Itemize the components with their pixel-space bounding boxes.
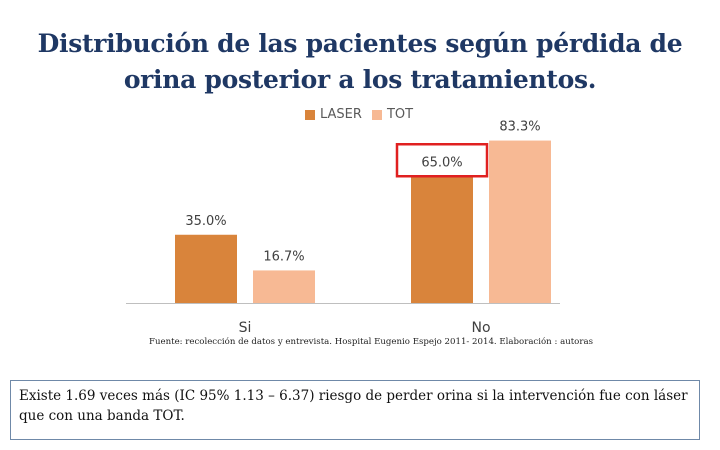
source-caption: Fuente: recolección de datos y entrevist…	[149, 337, 593, 347]
legend: LASER TOT	[305, 107, 413, 122]
legend-item-laser: LASER	[305, 107, 362, 122]
conclusion-note: Existe 1.69 veces más (IC 95% 1.13 – 6.3…	[10, 380, 700, 440]
bar-tot-no	[489, 140, 551, 303]
data-label-tot-si: 16.7%	[263, 249, 304, 264]
data-label-laser-no: 65.0%	[421, 155, 462, 170]
legend-item-tot: TOT	[371, 107, 414, 122]
bar-chart: 35.0% 16.7% Si 65.0% 83.3% No	[126, 120, 560, 336]
legend-swatch-laser	[305, 109, 315, 120]
legend-label-tot: TOT	[386, 107, 414, 122]
chart-title: Distribución de las pacientes según pérd…	[0, 26, 720, 98]
title-line-2: orina posterior a los tratamientos.	[123, 65, 597, 94]
bar-tot-si	[253, 270, 315, 303]
legend-swatch-tot	[371, 109, 382, 120]
data-label-laser-si: 35.0%	[185, 214, 226, 229]
bar-laser-no	[411, 176, 473, 303]
category-label-no: No	[471, 320, 490, 336]
data-label-tot-no: 83.3%	[499, 120, 540, 135]
legend-label-laser: LASER	[320, 107, 362, 122]
title-line-1: Distribución de las pacientes según pérd…	[37, 29, 683, 58]
highlight-box	[395, 143, 489, 178]
category-label-si: Si	[239, 320, 252, 336]
bar-laser-si	[175, 234, 237, 303]
